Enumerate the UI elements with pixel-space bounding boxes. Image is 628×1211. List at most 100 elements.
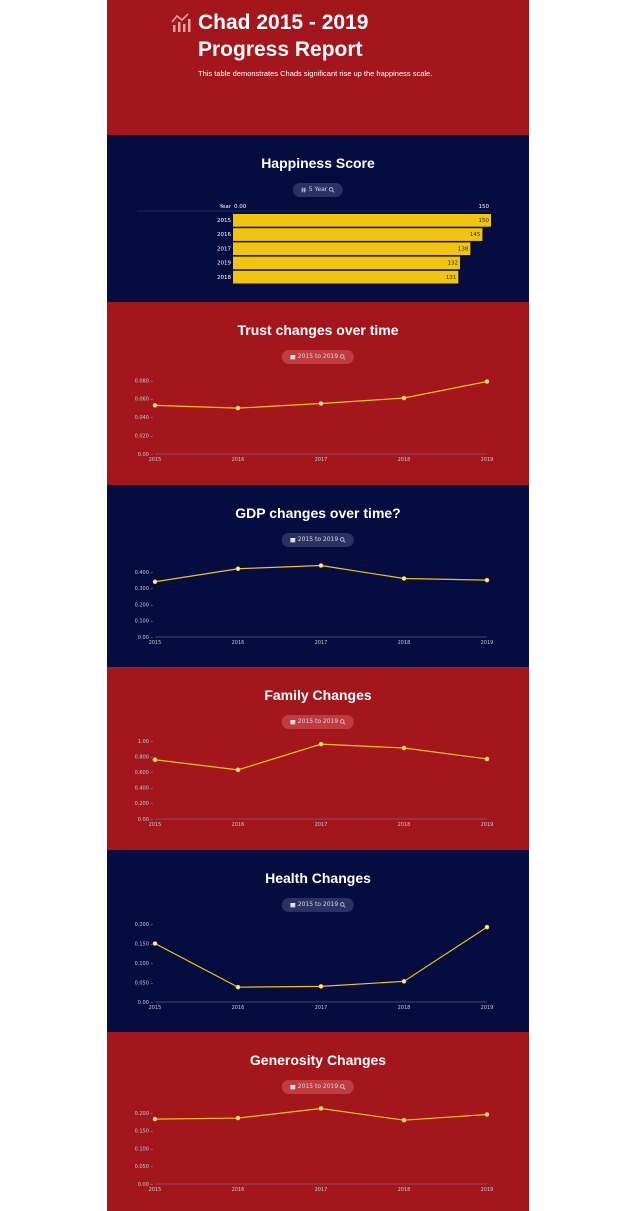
date-range-filter[interactable]: 2015 to 2019 [281,898,355,912]
series-line [154,926,488,988]
data-point [401,745,407,751]
section-title: Happiness Score [261,155,375,171]
x-tick-label: 2015 [149,822,162,828]
date-range-filter[interactable]: 5 Year [292,183,344,197]
y-tick-label: 0.050 – [135,980,154,986]
page-title: Chad 2015 - 2019 Progress Report [198,9,498,63]
x-tick-label: 2018 [398,822,411,828]
axis-min-label: 0.00 [234,204,247,210]
calendar-icon [290,1085,296,1090]
data-point [318,401,324,406]
x-tick-label: 2018 [398,1005,411,1011]
data-point [318,741,324,747]
calendar-icon [290,720,296,725]
date-range-filter[interactable]: 2015 to 2019 [281,1080,355,1094]
x-tick-label: 2019 [481,822,494,828]
x-tick-label: 2019 [481,1187,494,1193]
y-tick-label: 0.00 – [138,635,154,641]
data-point [484,756,490,762]
date-range-label: 2015 to 2019 [297,536,339,543]
x-tick-label: 2015 [149,457,162,463]
search-icon [340,537,346,543]
bar [233,228,483,241]
section-gdp-changes-over-time: GDP changes over time? 2015 to 2019 0.00 –… [107,485,529,667]
data-point [235,1115,241,1121]
section-health-changes: Health Changes 2015 to 2019 0.00 –0.050 –0… [107,850,529,1032]
data-point [318,563,324,568]
bar-value-label: 138 [458,246,469,252]
section-title: Health Changes [265,870,371,886]
line-chart: 0.00 – 0.050 – 0.100 – 0.150 – 0.200 – 2015 20… [135,1106,494,1193]
bar [233,256,461,270]
bar-value-label: 145 [470,232,481,238]
bar [233,242,471,256]
bar-category-label: 2016 [217,232,231,238]
search-icon [340,902,346,908]
series-line [154,743,488,771]
page-subtitle: This table demonstrates Chads significan… [198,69,433,78]
hash-icon [301,187,307,193]
x-tick-label: 2015 [149,1005,162,1011]
happiness-bar-chart: Year 0.00 150 2015 150 2016 145 2017 138 2019 132 2… [137,204,491,284]
y-tick-label: 0.060 – [135,397,154,403]
y-tick-label: 0.200 – [135,922,154,928]
y-tick-label: 0.800 – [135,754,154,760]
section-title: Generosity Changes [249,1052,387,1068]
data-point [484,1112,490,1117]
x-tick-label: 2016 [232,640,245,646]
x-tick-label: 2018 [398,640,411,646]
page-title-line2: Progress Report [198,38,363,61]
axis-max-label: 150 [479,204,490,210]
bar [233,214,491,227]
date-range-label: 5 Year [308,186,328,193]
column-header-year: Year [218,204,231,210]
y-tick-label: 0.600 – [135,770,154,776]
bar-value-label: 150 [479,218,490,224]
y-tick-label: 0.400 – [135,570,154,576]
x-tick-label: 2017 [315,457,328,463]
x-tick-label: 2016 [232,1187,245,1193]
data-point [152,941,158,946]
y-tick-label: 0.100 – [135,1146,154,1152]
x-tick-label: 2019 [481,640,494,646]
y-tick-label: 0.150 – [135,941,154,947]
date-range-label: 2015 to 2019 [297,353,339,360]
x-tick-label: 2016 [232,822,245,828]
x-tick-label: 2018 [398,457,411,463]
data-point [401,979,407,984]
y-tick-label: 0.040 – [135,415,154,421]
data-point [235,405,241,411]
section-trust-changes-over-time: Trust changes over time 2015 to 2019 0.00 … [107,302,529,485]
date-range-filter[interactable]: 2015 to 2019 [281,350,355,364]
y-tick-label: 0.200 – [135,602,154,608]
data-point [401,395,407,401]
calendar-icon [290,903,296,908]
y-tick-label: 0.00 – [138,817,154,823]
section-title: GDP changes over time? [235,505,401,521]
data-point [318,1106,324,1111]
section-generosity-changes: Generosity Changes 2015 to 2019 0.00 – 0.05… [107,1032,529,1211]
date-range-filter[interactable]: 2015 to 2019 [281,533,355,547]
search-icon [340,354,346,360]
y-tick-label: 0.150 – [135,1129,154,1135]
x-tick-label: 2016 [232,1005,245,1011]
x-tick-label: 2015 [149,640,162,646]
bar-value-label: 131 [446,275,457,281]
data-point [484,924,490,930]
y-tick-label: 0.300 – [135,586,154,592]
data-point [152,757,158,763]
data-point [401,1117,407,1123]
line-chart: 0.00 – 0.200 – 0.400 – 0.600 – 0.800 – 1.00 –… [135,739,494,828]
y-tick-label: 0.100 – [135,619,154,625]
search-icon [340,719,346,725]
report-header: Chad 2015 - 2019 Progress Report This ta… [107,0,529,135]
y-tick-label: 0.200 – [135,1111,154,1117]
data-point [152,579,158,585]
x-tick-label: 2018 [398,1187,411,1193]
x-tick-label: 2019 [481,457,494,463]
data-point [401,576,407,581]
y-tick-label: 0.020 – [135,433,154,439]
x-tick-label: 2015 [149,1187,162,1193]
line-chart: 0.00 – 0.020 – 0.040 – 0.060 – 0.080 – 2015 20… [135,378,494,463]
date-range-filter[interactable]: 2015 to 2019 [281,715,355,729]
